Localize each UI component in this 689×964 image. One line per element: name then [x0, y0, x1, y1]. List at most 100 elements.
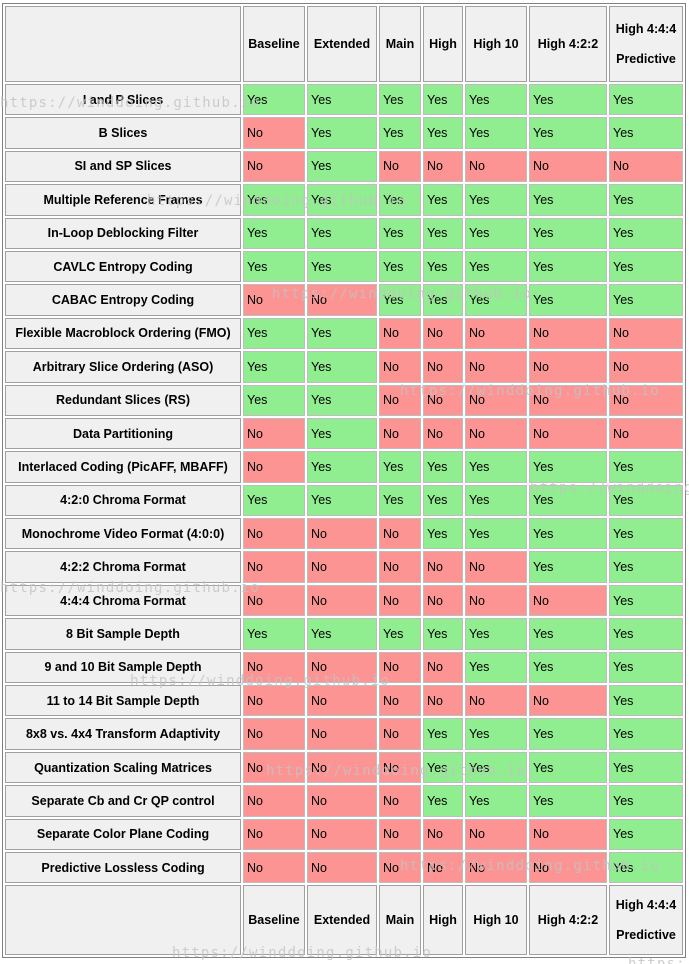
table-row: SI and SP Slices No Yes No No No No No	[5, 150, 683, 183]
value-cell: No	[307, 551, 377, 583]
value-cell: Yes	[307, 351, 377, 383]
table-row: Separate Cb and Cr QP control No No No Yes Ye…	[5, 785, 683, 817]
value-cell: Yes	[423, 518, 463, 550]
feature-label-8-bit-sample-depth: 8 Bit Sample Depth	[5, 618, 241, 650]
corner-cell	[5, 6, 241, 82]
value-cell: Yes	[243, 618, 305, 650]
value-cell: Yes	[307, 384, 377, 416]
column-header-high: High	[423, 885, 463, 956]
value-cell: No	[379, 584, 421, 617]
column-header-label: Main	[385, 37, 415, 51]
feature-label-flexible-macroblock-ordering-fmo: Flexible Macroblock Ordering (FMO)	[5, 317, 241, 350]
value-cell: Yes	[465, 184, 527, 216]
value-cell: No	[529, 851, 607, 884]
value-cell: Yes	[609, 818, 683, 850]
column-header-label: Baseline	[248, 913, 300, 928]
value-cell: No	[307, 518, 377, 550]
value-cell: No	[379, 317, 421, 350]
value-cell: No	[423, 651, 463, 684]
value-cell: No	[307, 284, 377, 316]
value-cell: Yes	[423, 618, 463, 650]
table-row: Monochrome Video Format (4:0:0) No No No Yes…	[5, 518, 683, 550]
column-header-label: High 4:4:4	[615, 898, 677, 913]
value-cell: Yes	[307, 217, 377, 249]
column-header-label: Extended	[313, 913, 371, 928]
table-body: I and P Slices Yes Yes Yes Yes Yes Yes Yes B Sli…	[5, 84, 683, 884]
value-cell: No	[423, 584, 463, 617]
table-row: Predictive Lossless Coding No No No No No No Ye…	[5, 851, 683, 884]
table-row: B Slices No Yes Yes Yes Yes Yes Yes	[5, 117, 683, 149]
value-cell: Yes	[465, 284, 527, 316]
value-cell: Yes	[529, 284, 607, 316]
feature-label-11-to-14-bit-sample-depth: 11 to 14 Bit Sample Depth	[5, 685, 241, 717]
value-cell: No	[379, 518, 421, 550]
column-header-label: Extended	[313, 37, 371, 51]
value-cell: Yes	[423, 284, 463, 316]
feature-label-4-2-0-chroma-format: 4:2:0 Chroma Format	[5, 484, 241, 517]
table-row: I and P Slices Yes Yes Yes Yes Yes Yes Yes	[5, 84, 683, 116]
column-header-high-4-2-2: High 4:2:2	[529, 6, 607, 82]
header-row: Baseline Extended Main High High 10 High 4:2:…	[5, 6, 683, 82]
value-cell: No	[423, 384, 463, 416]
column-header-high-4-4-4: High 4:4:4 Predictive	[609, 885, 683, 956]
value-cell: Yes	[423, 718, 463, 750]
value-cell: Yes	[379, 250, 421, 283]
value-cell: No	[379, 351, 421, 383]
footer-row: Baseline Extended Main High High 10 High 4:2:…	[5, 885, 683, 956]
column-header-high-10: High 10	[465, 885, 527, 956]
column-header-label: High	[429, 37, 457, 51]
value-cell: No	[243, 785, 305, 817]
column-header-extended: Extended	[307, 885, 377, 956]
column-header-main: Main	[379, 885, 421, 956]
table-row: Quantization Scaling Matrices No No No Yes Ye…	[5, 751, 683, 784]
value-cell: No	[423, 417, 463, 450]
value-cell: No	[465, 584, 527, 617]
value-cell: Yes	[465, 217, 527, 249]
feature-label-interlaced-coding-picaff-mbaff: Interlaced Coding (PicAFF, MBAFF)	[5, 451, 241, 483]
value-cell: Yes	[423, 785, 463, 817]
column-header-main: Main	[379, 6, 421, 82]
table-row: Data Partitioning No Yes No No No No No	[5, 417, 683, 450]
column-header-label-line2: Predictive	[616, 52, 676, 66]
value-cell: Yes	[379, 184, 421, 216]
value-cell: No	[529, 685, 607, 717]
value-cell: Yes	[609, 584, 683, 617]
value-cell: No	[379, 551, 421, 583]
value-cell: No	[529, 417, 607, 450]
value-cell: Yes	[243, 217, 305, 249]
value-cell: Yes	[609, 451, 683, 483]
value-cell: No	[529, 351, 607, 383]
value-cell: No	[609, 317, 683, 350]
value-cell: Yes	[529, 518, 607, 550]
table-footer: Baseline Extended Main High High 10 High 4:2:…	[5, 885, 683, 956]
value-cell: No	[379, 651, 421, 684]
column-header-baseline: Baseline	[243, 6, 305, 82]
value-cell: No	[379, 851, 421, 884]
value-cell: No	[243, 718, 305, 750]
value-cell: Yes	[423, 117, 463, 149]
value-cell: Yes	[423, 217, 463, 249]
value-cell: Yes	[423, 484, 463, 517]
value-cell: Yes	[465, 451, 527, 483]
value-cell: Yes	[465, 117, 527, 149]
value-cell: Yes	[465, 751, 527, 784]
column-header-high-4-2-2: High 4:2:2	[529, 885, 607, 956]
column-header-label: High 10	[473, 37, 519, 51]
value-cell: Yes	[529, 718, 607, 750]
value-cell: Yes	[307, 150, 377, 183]
column-header-extended: Extended	[307, 6, 377, 82]
feature-label-i-and-p-slices: I and P Slices	[5, 84, 241, 116]
value-cell: No	[465, 384, 527, 416]
value-cell: No	[465, 818, 527, 850]
value-cell: Yes	[609, 551, 683, 583]
value-cell: No	[529, 818, 607, 850]
value-cell: No	[423, 818, 463, 850]
value-cell: Yes	[307, 250, 377, 283]
table-row: 11 to 14 Bit Sample Depth No No No No No No Yes	[5, 685, 683, 717]
value-cell: Yes	[609, 651, 683, 684]
value-cell: Yes	[609, 284, 683, 316]
value-cell: Yes	[529, 785, 607, 817]
value-cell: Yes	[307, 84, 377, 116]
feature-label-8x8-vs-4x4-transform-adaptivity: 8x8 vs. 4x4 Transform Adaptivity	[5, 718, 241, 750]
